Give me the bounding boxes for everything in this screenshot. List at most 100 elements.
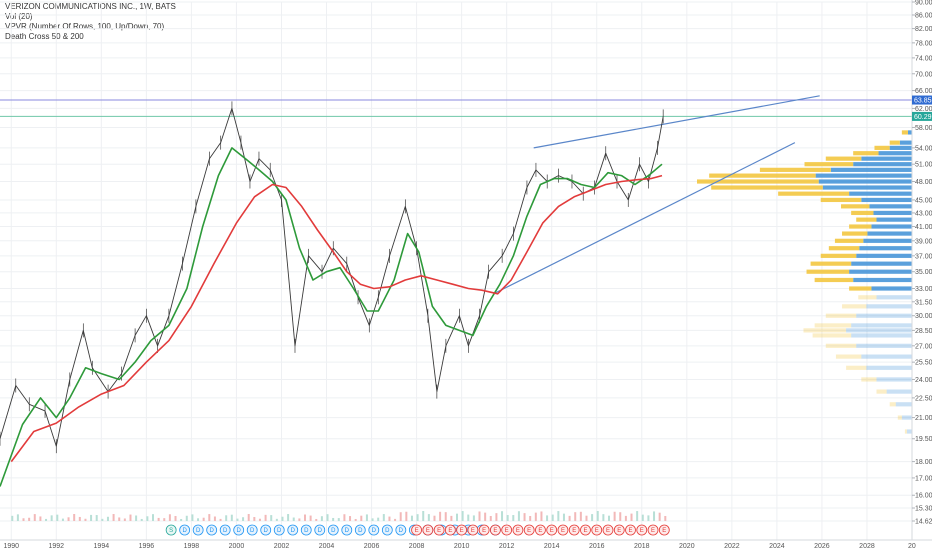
time-axis[interactable]: 1990 1992 1994 1996 1998 2000 2002 2004 2006 2008… <box>3 543 915 550</box>
volume-bar <box>219 518 222 521</box>
volume-bar <box>534 512 537 521</box>
x-tick-label: 2010 <box>454 543 470 550</box>
x-tick-label: 1998 <box>184 543 200 550</box>
y-tick-label: 39.00 <box>915 238 932 245</box>
vpvr-up-bar <box>904 429 907 434</box>
vpvr-down-bar <box>866 304 912 309</box>
y-tick-label: 54.00 <box>915 145 932 152</box>
y-tick-label: 14.62 <box>915 519 932 526</box>
event-marker-letter: D <box>182 528 187 534</box>
volume-bar <box>619 512 622 521</box>
vpvr-down-bar <box>876 295 912 300</box>
vpvr-up-bar <box>856 217 877 222</box>
volume-bar <box>664 515 667 521</box>
vpvr-up-bar <box>851 210 874 216</box>
x-tick-label: 2014 <box>544 543 560 550</box>
volume-bar <box>90 514 93 521</box>
event-marker <box>557 524 569 536</box>
y-tick-label: 62.00 <box>915 106 932 113</box>
vpvr-up-bar <box>889 402 896 407</box>
volume-bar <box>382 514 385 521</box>
event-marker <box>512 524 524 536</box>
event-marker-letter: D <box>196 528 201 534</box>
event-markers[interactable]: SDDDDDDDDDDDDDDDDDDDDDDDDEEEEEEEEEEEEEEE… <box>165 524 670 536</box>
vpvr-down-bar <box>856 343 912 348</box>
vpvr-down-bar <box>849 191 912 196</box>
volume-bar <box>140 518 143 521</box>
price-label-text: 63.85 <box>914 98 932 105</box>
vpvr-down-bar <box>866 365 912 370</box>
event-marker <box>591 524 603 536</box>
y-tick-label: 25.50 <box>915 360 932 367</box>
event-marker <box>273 524 285 536</box>
x-tick-label: 2028 <box>859 543 875 550</box>
death-cross-indicator-label[interactable]: Death Cross 50 & 200 <box>5 32 84 41</box>
vpvr-up-bar <box>759 167 831 172</box>
x-tick-label: 2004 <box>319 543 335 550</box>
event-marker-letter: E <box>550 528 554 534</box>
price-axis[interactable]: 90.00 86.00 82.00 78.00 74.00 70.00 66.00 62.00… <box>912 0 932 526</box>
vpvr-down-bar <box>873 210 912 216</box>
vpvr-down-bar <box>815 173 912 178</box>
volume-bar <box>332 517 335 521</box>
event-marker <box>246 524 258 536</box>
y-tick-label: 33.00 <box>915 286 932 293</box>
event-marker-letter: D <box>345 528 350 534</box>
y-tick-label: 21.00 <box>915 415 932 422</box>
volume-bar <box>230 514 233 521</box>
volume-bar <box>16 514 19 521</box>
event-marker-letter: D <box>237 528 242 534</box>
x-tick-label: 2012 <box>499 543 515 550</box>
volume-bar <box>157 517 160 521</box>
event-marker-letter: E <box>662 528 666 534</box>
volume-bar <box>450 515 453 521</box>
vpvr-up-bar <box>820 197 862 203</box>
volume-bar <box>163 518 166 521</box>
event-marker-letter: D <box>385 528 390 534</box>
event-marker <box>341 524 353 536</box>
event-marker-letter: D <box>250 528 255 534</box>
event-marker-letter: E <box>415 528 419 534</box>
grid <box>0 1 913 540</box>
vpvr-down-bar <box>859 246 912 251</box>
volume-bar <box>585 515 588 521</box>
volume-bars <box>11 511 667 521</box>
volume-bar <box>129 514 132 521</box>
horizontal-lines[interactable] <box>0 99 912 117</box>
y-tick-label: 15.30 <box>915 506 932 513</box>
symbol-title[interactable]: VERIZON COMMUNICATIONS INC., 1W, BATS <box>5 2 176 11</box>
volume-bar <box>185 515 188 521</box>
volume-indicator-label[interactable]: Vol (20) <box>5 12 33 21</box>
event-marker <box>300 524 312 536</box>
event-marker <box>467 524 479 536</box>
vpvr-indicator-label[interactable]: VPVR (Number Of Rows, 100, Up/Down, 70) <box>5 22 165 31</box>
y-tick-label: 35.00 <box>915 269 932 276</box>
vpvr-up-bar <box>711 185 823 190</box>
trendlines[interactable] <box>495 95 820 294</box>
volume-bar <box>591 514 594 521</box>
event-marker <box>233 524 245 536</box>
volume-bar <box>405 511 408 521</box>
volume-bar <box>73 514 76 521</box>
volume-bar <box>467 514 470 521</box>
x-tick-label: 2002 <box>274 543 290 550</box>
volume-bar <box>258 518 261 521</box>
volume-bar <box>551 514 554 521</box>
chart-legend: VERIZON COMMUNICATIONS INC., 1W, BATS Vo… <box>5 2 176 42</box>
vpvr-down-bar <box>851 333 912 338</box>
volume-bar <box>247 514 250 521</box>
vpvr-up-bar <box>849 286 872 291</box>
volume-bar <box>388 516 391 521</box>
vpvr-down-bar <box>895 402 912 407</box>
y-tick-label: 24.00 <box>915 377 932 384</box>
vpvr-up-bar <box>820 253 857 258</box>
y-tick-label: 78.00 <box>915 40 932 47</box>
volume-bar <box>360 515 363 521</box>
volume-bar <box>579 511 582 521</box>
volume-bar <box>371 518 374 521</box>
price-label-box <box>912 95 932 105</box>
event-marker <box>368 524 380 536</box>
volume-bar <box>546 515 549 521</box>
vpvr-down-bar <box>876 217 912 222</box>
